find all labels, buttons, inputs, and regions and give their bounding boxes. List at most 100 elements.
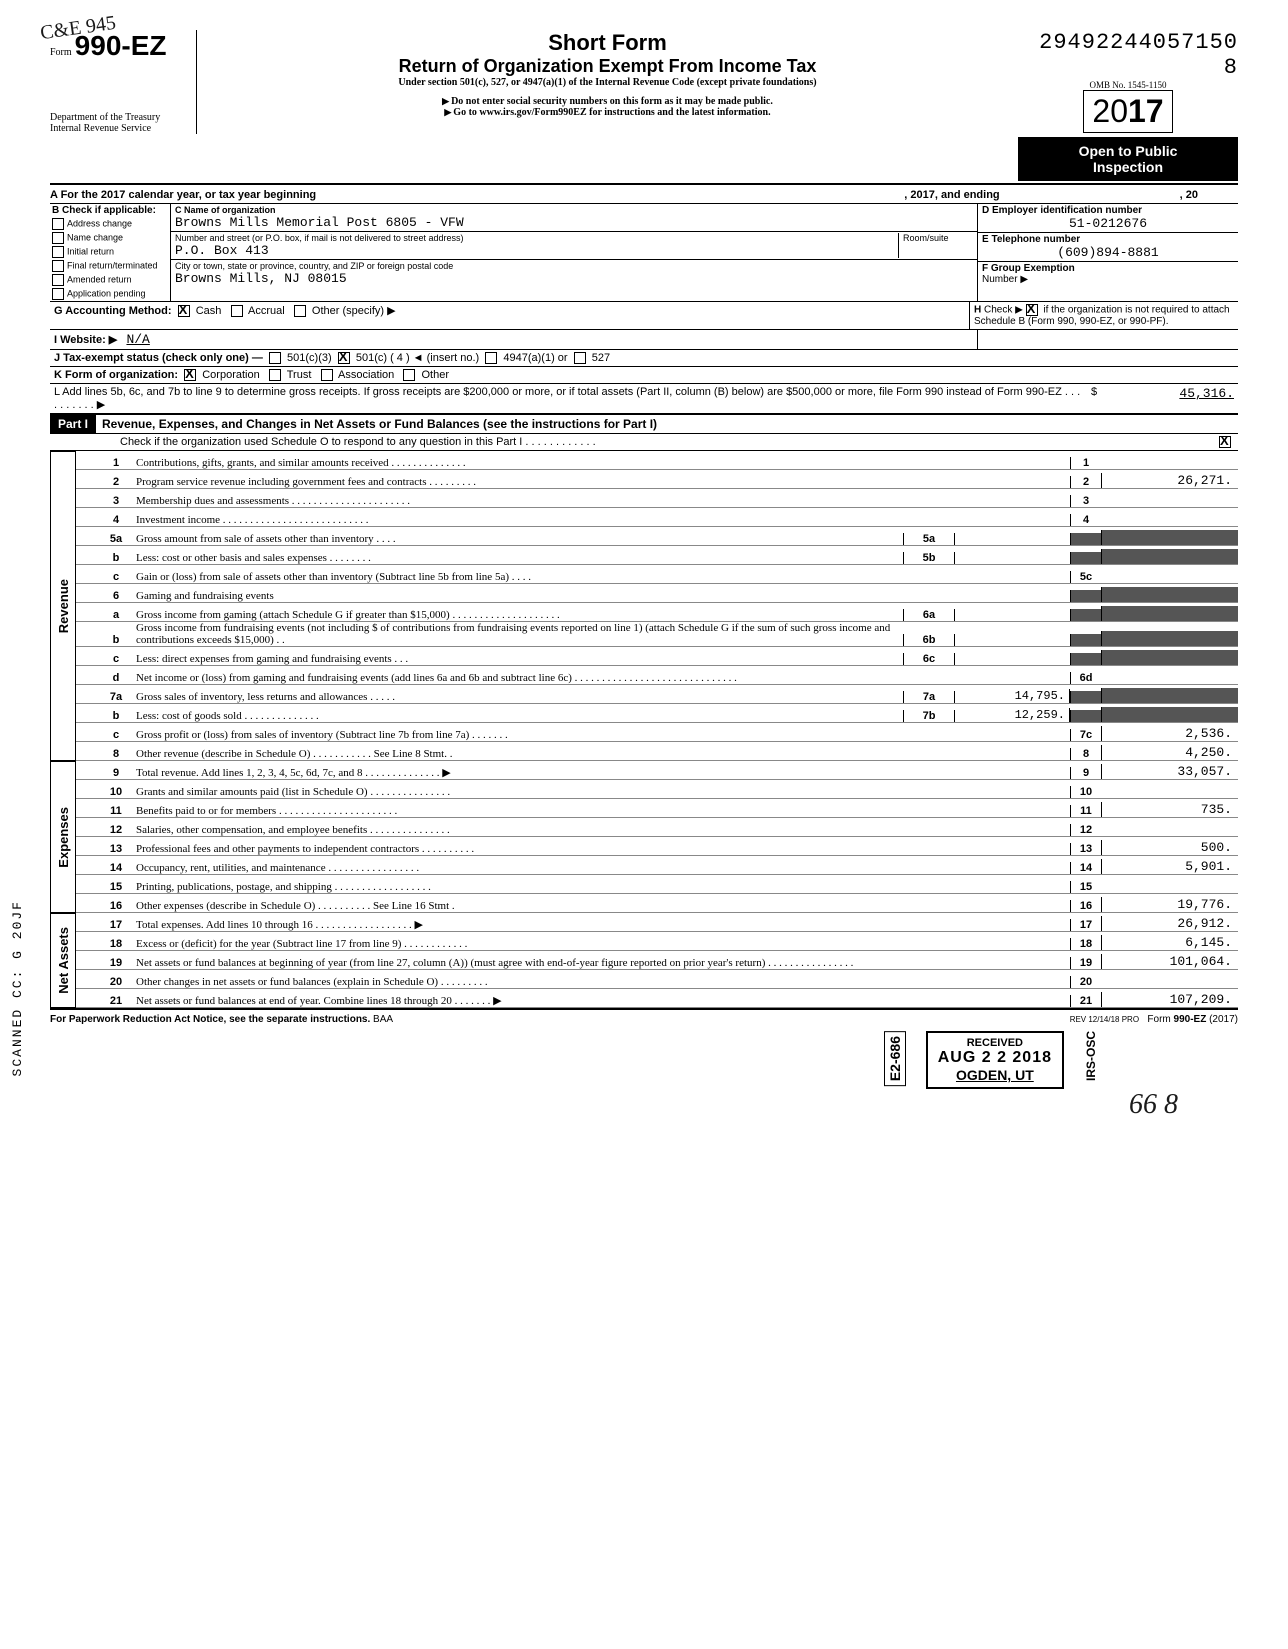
org-city: Browns Mills, NJ 08015 <box>175 271 973 286</box>
form-line-15: 15Printing, publications, postage, and s… <box>76 875 1238 894</box>
box-b-item: Initial return <box>50 245 170 259</box>
form-line-1: 1Contributions, gifts, grants, and simil… <box>76 451 1238 470</box>
box-b-header: B Check if applicable: <box>50 204 170 217</box>
line-7c-value: 2,536. <box>1101 726 1238 741</box>
revenue-section: Revenue 1Contributions, gifts, grants, a… <box>50 451 1238 761</box>
line-14-value: 5,901. <box>1101 859 1238 874</box>
form-line-5a: 5aGross amount from sale of assets other… <box>76 527 1238 546</box>
line-9-value: 33,057. <box>1101 764 1238 779</box>
form-prefix: Form <box>50 47 72 58</box>
line-8-value: 4,250. <box>1101 745 1238 760</box>
org-address: P.O. Box 413 <box>175 243 898 258</box>
open-to-public: Open to Public Inspection <box>1018 137 1238 181</box>
box-b-item: Name change <box>50 231 170 245</box>
form-line-17: 17Total expenses. Add lines 10 through 1… <box>76 913 1238 932</box>
row-k-label: K Form of organization: <box>54 369 178 381</box>
checkbox[interactable] <box>294 305 306 317</box>
checkbox[interactable] <box>321 369 333 381</box>
form-line-9: 9Total revenue. Add lines 1, 2, 3, 4, 5c… <box>76 761 1238 780</box>
checkbox[interactable] <box>485 352 497 364</box>
form-subtitle: Under section 501(c), 527, or 4947(a)(1)… <box>207 77 1008 88</box>
checkbox[interactable] <box>52 274 64 286</box>
row-l-value: 45,316. <box>1104 386 1234 411</box>
checkbox[interactable] <box>269 369 281 381</box>
line-19-value: 101,064. <box>1101 954 1238 969</box>
baa-text: BAA <box>373 1014 393 1025</box>
checkbox[interactable] <box>52 218 64 230</box>
box-e-label: E Telephone number <box>982 234 1234 245</box>
line-21-value: 107,209. <box>1101 992 1238 1007</box>
part1-label: Part I <box>50 415 96 433</box>
form-line-3: 3Membership dues and assessments . . . .… <box>76 489 1238 508</box>
netassets-section: Net Assets 17Total expenses. Add lines 1… <box>50 913 1238 1010</box>
box-b-item: Final return/terminated <box>50 259 170 273</box>
box-f-label: F Group Exemption <box>982 263 1234 274</box>
row-g-label: G Accounting Method: <box>54 305 172 317</box>
schedule-o-checkbox[interactable] <box>1219 436 1231 448</box>
form-line-12: 12Salaries, other compensation, and empl… <box>76 818 1238 837</box>
irs-osc-stamp: IRS-OSC <box>1084 1031 1098 1081</box>
form-line-8: 8Other revenue (describe in Schedule O) … <box>76 742 1238 761</box>
form-header: Form 990-EZ Department of the Treasury I… <box>50 30 1238 181</box>
form-line-4: 4Investment income . . . . . . . . . . .… <box>76 508 1238 527</box>
line-2-value: 26,271. <box>1101 473 1238 488</box>
short-form-label: Short Form <box>207 30 1008 56</box>
scanned-side-stamp: SCANNED CC: G 20JF <box>10 900 25 1076</box>
form-line-c: cGross profit or (loss) from sales of in… <box>76 723 1238 742</box>
form-line-10: 10Grants and similar amounts paid (list … <box>76 780 1238 799</box>
paperwork-notice: For Paperwork Reduction Act Notice, see … <box>50 1014 370 1025</box>
e2-code-stamp: E2-686 <box>884 1031 906 1086</box>
form-line-2: 2Program service revenue including gover… <box>76 470 1238 489</box>
form-line-7a: 7aGross sales of inventory, less returns… <box>76 685 1238 704</box>
form-line-13: 13Professional fees and other payments t… <box>76 837 1238 856</box>
form-line-20: 20Other changes in net assets or fund ba… <box>76 970 1238 989</box>
row-a-mid: , 2017, and ending <box>904 189 999 201</box>
goto-link-text: Go to www.irs.gov/Form990EZ for instruct… <box>453 107 770 118</box>
box-b-item: Amended return <box>50 273 170 287</box>
rev-text: REV 12/14/18 PRO <box>1070 1015 1139 1024</box>
checkbox[interactable] <box>269 352 281 364</box>
received-stamp: RECEIVED AUG 2 2 2018 OGDEN, UT <box>926 1031 1064 1089</box>
checkbox[interactable] <box>178 305 190 317</box>
line-13-value: 500. <box>1101 840 1238 855</box>
checkbox[interactable] <box>52 246 64 258</box>
footer: For Paperwork Reduction Act Notice, see … <box>50 1014 1238 1025</box>
checkbox[interactable] <box>184 369 196 381</box>
ssn-warning: Do not enter social security numbers on … <box>451 96 773 107</box>
checkbox[interactable] <box>52 232 64 244</box>
form-line-14: 14Occupancy, rent, utilities, and mainte… <box>76 856 1238 875</box>
form-line-c: cGain or (loss) from sale of assets othe… <box>76 565 1238 584</box>
row-j-label: J Tax-exempt status (check only one) — <box>54 352 263 364</box>
checkbox[interactable] <box>574 352 586 364</box>
revenue-label: Revenue <box>56 579 71 633</box>
box-b-item: Application pending <box>50 287 170 301</box>
netassets-label: Net Assets <box>56 927 71 994</box>
expenses-label: Expenses <box>56 807 71 868</box>
expenses-section: Expenses 9Total revenue. Add lines 1, 2,… <box>50 761 1238 913</box>
box-d-label: D Employer identification number <box>982 205 1234 216</box>
checkbox[interactable] <box>52 260 64 272</box>
form-990ez-footer: Form 990-EZ (2017) <box>1147 1014 1238 1025</box>
dept-treasury: Department of the Treasury Internal Reve… <box>50 112 190 134</box>
form-line-b: bLess: cost or other basis and sales exp… <box>76 546 1238 565</box>
form-line-21: 21Net assets or fund balances at end of … <box>76 989 1238 1008</box>
checkbox[interactable] <box>338 352 350 364</box>
row-l-text: L Add lines 5b, 6c, and 7b to line 9 to … <box>54 386 1084 411</box>
org-name: Browns Mills Memorial Post 6805 - VFW <box>175 215 973 230</box>
row-i-label: I Website: ▶ <box>54 334 117 346</box>
checkbox[interactable] <box>403 369 415 381</box>
form-line-c: cLess: direct expenses from gaming and f… <box>76 647 1238 666</box>
part1-check-text: Check if the organization used Schedule … <box>120 436 1219 448</box>
website-value: N/A <box>126 332 149 347</box>
room-suite-label: Room/suite <box>898 233 973 258</box>
line-18-value: 6,145. <box>1101 935 1238 950</box>
checkbox[interactable] <box>231 305 243 317</box>
form-line-b: bGross income from fundraising events (n… <box>76 622 1238 647</box>
box-b-item: Address change <box>50 217 170 231</box>
schedule-b-checkbox[interactable] <box>1026 304 1038 316</box>
form-title: Return of Organization Exempt From Incom… <box>207 56 1008 77</box>
form-line-16: 16Other expenses (describe in Schedule O… <box>76 894 1238 913</box>
dln-number: 29492244057150 <box>1039 30 1238 55</box>
form-line-b: bLess: cost of goods sold . . . . . . . … <box>76 704 1238 723</box>
checkbox[interactable] <box>52 288 64 300</box>
